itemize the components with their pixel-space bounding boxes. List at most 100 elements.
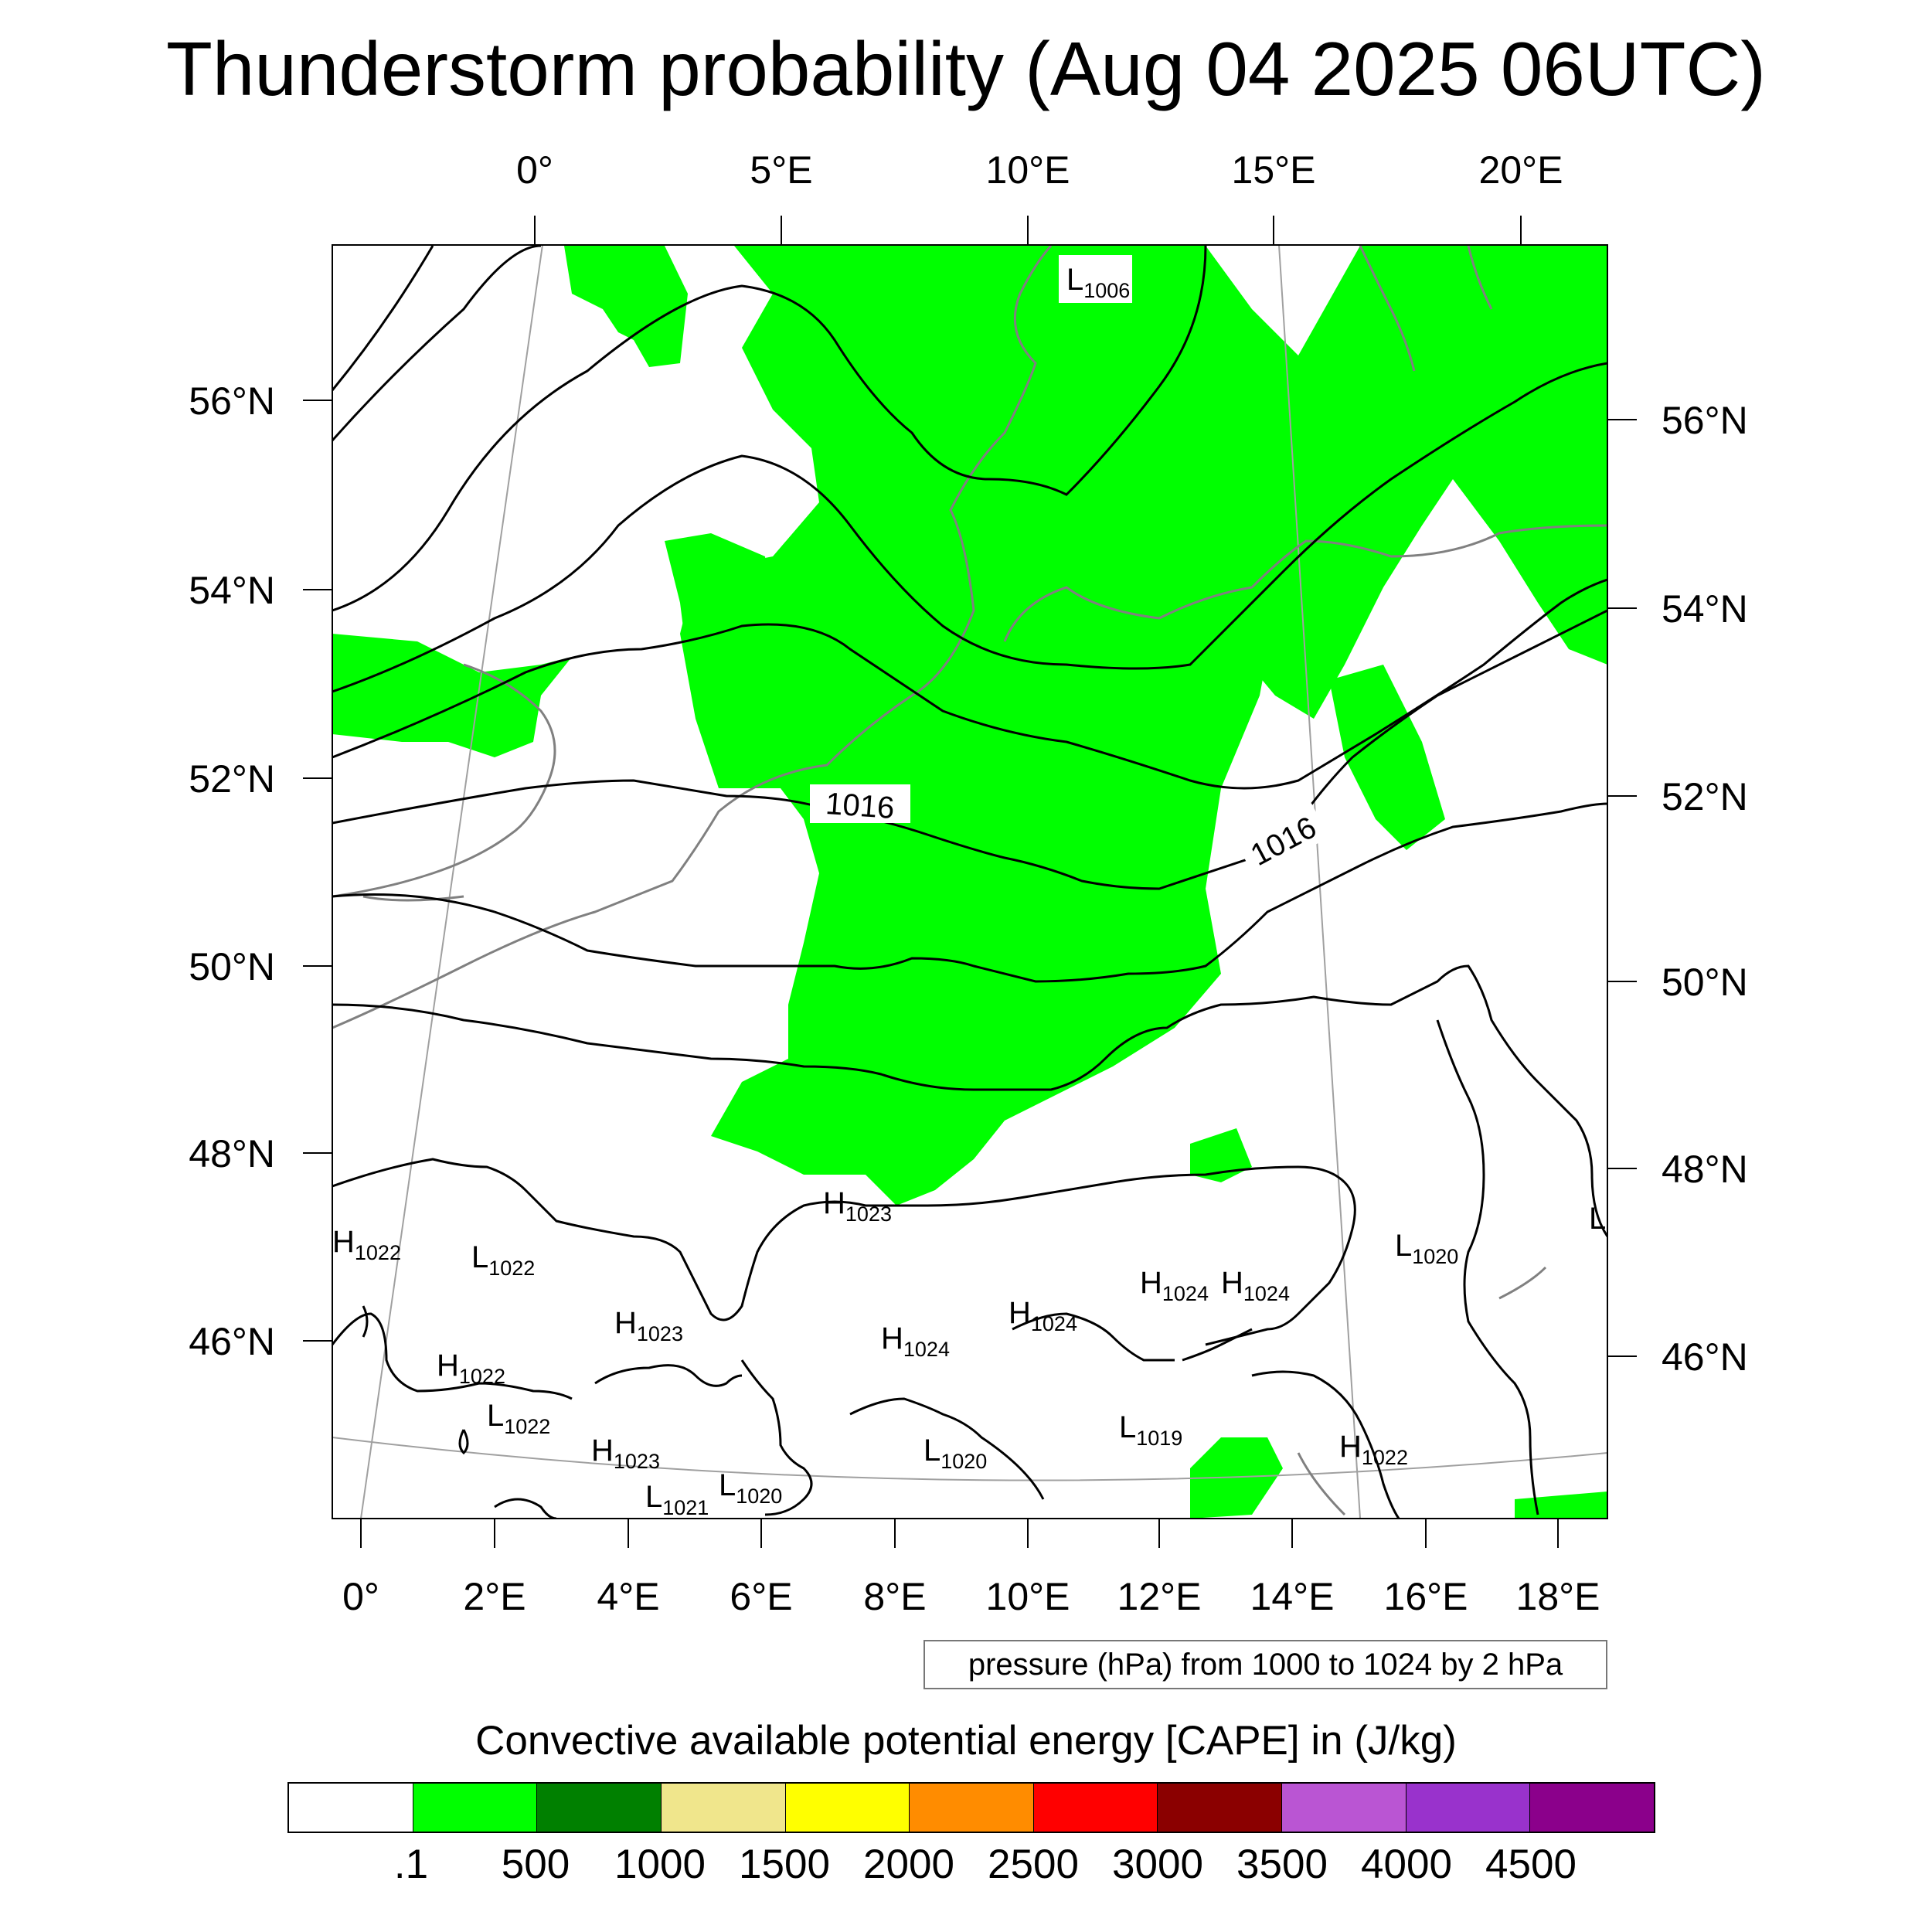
pressure-center-label: L1020: [923, 1434, 987, 1473]
bottom-lon-label: 12°E: [1117, 1575, 1202, 1618]
top-longitude-labels: 0° 5°E 10°E 15°E 20°E: [516, 148, 1563, 192]
coastlines: [332, 245, 1607, 1516]
isobar: [332, 1312, 573, 1400]
pressure-center-label: H1023: [823, 1186, 892, 1226]
top-lon-label: 20°E: [1479, 148, 1563, 192]
left-lat-label: 54°N: [189, 569, 275, 612]
colorbar-swatch: [289, 1784, 413, 1832]
isobar: [1436, 1019, 1539, 1515]
cape-fill-layer: [332, 246, 1607, 1519]
right-lat-label: 52°N: [1662, 775, 1748, 818]
pressure-center-label: H1024: [1221, 1266, 1290, 1305]
isobar: [594, 1364, 743, 1387]
isobar: [332, 245, 542, 441]
isobar: [332, 1158, 1356, 1346]
colorbar-label: 1000: [614, 1842, 706, 1887]
pressure-center-label: H1022: [332, 1225, 401, 1264]
colorbar-swatch: [785, 1784, 910, 1832]
pressure-center-label: H1024: [881, 1321, 950, 1361]
bottom-lon-label: 10°E: [986, 1575, 1070, 1618]
top-lon-label: 15°E: [1232, 148, 1316, 192]
bottom-lon-label: 4°E: [597, 1575, 659, 1618]
isobars: [332, 245, 1607, 1519]
cape-region-adriatic: [1190, 1437, 1283, 1519]
pressure-centers: L1006 H1022 L1022 H1023 H1023 H1022 L102…: [332, 255, 1606, 1519]
colorbar-swatch: [1530, 1784, 1655, 1832]
tick-marks: [303, 216, 1637, 1548]
isobar: [849, 1397, 1045, 1500]
right-lat-label: 48°N: [1662, 1148, 1748, 1191]
isobar: [332, 245, 1207, 612]
pressure-info-box: pressure (hPa) from 1000 to 1024 by 2 hP…: [923, 1640, 1607, 1689]
left-lat-label: 56°N: [189, 379, 275, 423]
top-lon-label: 5°E: [750, 148, 812, 192]
pressure-center-label: L1022: [471, 1240, 535, 1280]
colorbar-label: 2500: [988, 1842, 1079, 1887]
cape-region-england: [332, 634, 572, 757]
colorbar-swatch: [1158, 1784, 1283, 1832]
colorbar-label: 4000: [1361, 1842, 1452, 1887]
colorbar-swatch: [413, 1784, 538, 1832]
bottom-lon-label: 6°E: [730, 1575, 792, 1618]
bottom-lon-label: 16°E: [1384, 1575, 1468, 1618]
colorbar-label: 4500: [1485, 1842, 1577, 1887]
right-lat-label: 50°N: [1662, 961, 1748, 1004]
plot-frame: [332, 244, 1608, 1519]
colorbar-swatch: [537, 1784, 662, 1832]
bottom-lon-label: 0°: [342, 1575, 379, 1618]
colorbar-label: 3000: [1112, 1842, 1203, 1887]
right-latitude-labels: 56°N 54°N 52°N 50°N 48°N 46°N: [1662, 399, 1748, 1379]
pressure-center-label: L1020: [719, 1468, 782, 1508]
colorbar-label: 500: [501, 1842, 570, 1887]
isobar: [494, 1498, 557, 1519]
isobar-label: 1016: [825, 787, 896, 825]
cape-region-north-sea: [564, 246, 688, 367]
colorbar-label: 3500: [1236, 1842, 1328, 1887]
right-lat-label: 54°N: [1662, 587, 1748, 631]
colorbar-swatch: [661, 1784, 786, 1832]
isobar: [332, 802, 1607, 983]
left-latitude-labels: 56°N 54°N 52°N 50°N 48°N 46°N: [189, 379, 275, 1363]
pressure-center-label: L1019: [1119, 1410, 1182, 1450]
pressure-center-label: H1022: [437, 1349, 505, 1388]
left-lat-label: 48°N: [189, 1132, 275, 1175]
isobar: [1182, 1328, 1253, 1362]
cape-region-belgium: [665, 533, 773, 696]
isobar: [740, 1359, 813, 1516]
left-lat-label: 52°N: [189, 757, 275, 801]
pressure-center-label: H1023: [614, 1306, 683, 1345]
bottom-lon-label: 18°E: [1516, 1575, 1600, 1618]
colorbar-swatch: [1033, 1784, 1158, 1832]
colorbar-label: 2000: [863, 1842, 954, 1887]
isobar: [332, 578, 1607, 790]
graticule: [332, 245, 1607, 1519]
pressure-center-label: H1023: [591, 1434, 660, 1473]
isobar: [1251, 1370, 1400, 1519]
bottom-longitude-labels: 0° 2°E 4°E 6°E 8°E 10°E 12°E 14°E 16°E 1…: [342, 1575, 1600, 1618]
pressure-center-label: H1024: [1009, 1296, 1077, 1335]
colorbar-label: 1500: [739, 1842, 830, 1887]
right-lat-label: 56°N: [1662, 399, 1748, 442]
map-title: Thunderstorm probability (Aug 04 2025 06…: [166, 26, 1766, 111]
colorbar-swatch: [1406, 1784, 1531, 1832]
colorbar-swatch: [910, 1784, 1034, 1832]
cape-region-east: [1329, 665, 1445, 850]
isobar: [362, 1305, 369, 1338]
isobar: [332, 245, 434, 391]
colorbar-title: Convective available potential energy [C…: [475, 1718, 1457, 1764]
pressure-center-label: L1021: [645, 1480, 709, 1519]
pressure-center-label: L1022: [487, 1399, 550, 1438]
isobar: [1012, 1312, 1175, 1362]
pressure-center-label: H1022: [1339, 1430, 1408, 1469]
bottom-lon-label: 8°E: [863, 1575, 926, 1618]
pressure-center-label: L: [1589, 1202, 1606, 1236]
left-lat-label: 46°N: [189, 1320, 275, 1363]
isobar: [332, 362, 1607, 693]
bottom-lon-label: 14°E: [1250, 1575, 1335, 1618]
left-lat-label: 50°N: [189, 945, 275, 988]
top-lon-label: 0°: [516, 148, 553, 192]
isobar: [332, 779, 1292, 890]
isobar: [458, 1429, 469, 1455]
pressure-center-label: H1024: [1140, 1266, 1209, 1305]
